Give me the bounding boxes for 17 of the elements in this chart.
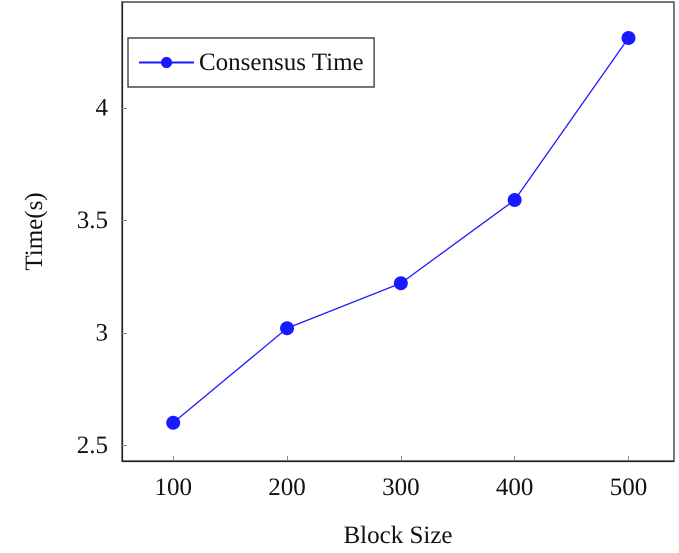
legend-label: Consensus Time bbox=[199, 49, 364, 76]
y-axis-title: Time(s) bbox=[21, 192, 48, 271]
point bbox=[621, 31, 636, 45]
point bbox=[280, 321, 294, 336]
x-tick-label: 500 bbox=[610, 474, 648, 501]
point bbox=[166, 416, 180, 430]
y-tick-label: 3 bbox=[96, 319, 108, 346]
x-tick-label: 400 bbox=[496, 474, 534, 501]
x-tick-label: 300 bbox=[382, 474, 420, 501]
y-tick-label: 4 bbox=[96, 94, 108, 122]
point bbox=[394, 276, 408, 290]
x-tick-label: 100 bbox=[154, 474, 192, 501]
y-tick-label: 3.5 bbox=[76, 206, 108, 234]
x-tick-label: 200 bbox=[268, 474, 306, 501]
y-tick-label: 2.5 bbox=[76, 432, 108, 459]
x-axis-title: Block Size bbox=[343, 522, 453, 549]
point bbox=[508, 193, 522, 207]
